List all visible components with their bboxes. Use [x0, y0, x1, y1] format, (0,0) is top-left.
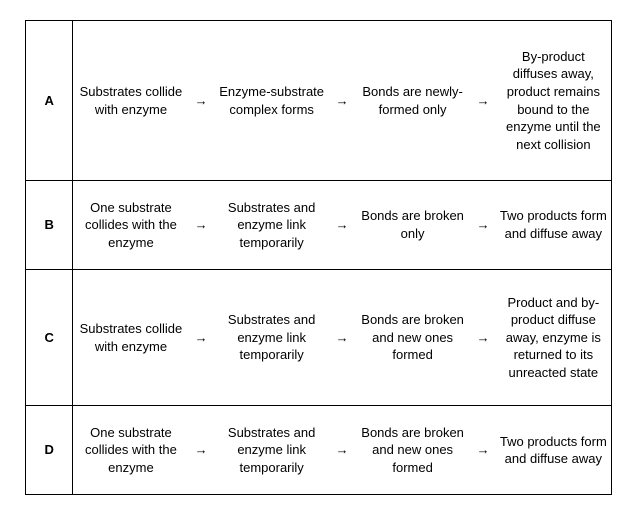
- step-cell: Substrates collide with enzyme: [73, 269, 189, 405]
- step-cell: Two products form and diffuse away: [496, 181, 612, 270]
- step-cell: By-product diffuses away, product remain…: [496, 21, 612, 181]
- row-label: D: [26, 406, 73, 495]
- enzyme-options-table: A Substrates collide with enzyme → Enzym…: [25, 20, 612, 495]
- arrow-icon: →: [470, 181, 495, 270]
- arrow-icon: →: [330, 181, 355, 270]
- row-label: C: [26, 269, 73, 405]
- table-row: C Substrates collide with enzyme → Subst…: [26, 269, 612, 405]
- step-cell: Substrates and enzyme link temporarily: [214, 406, 330, 495]
- step-cell: Bonds are broken and new ones formed: [355, 406, 471, 495]
- step-cell: Bonds are newly-formed only: [355, 21, 471, 181]
- step-cell: Bonds are broken and new ones formed: [355, 269, 471, 405]
- arrow-icon: →: [189, 406, 214, 495]
- table-row: A Substrates collide with enzyme → Enzym…: [26, 21, 612, 181]
- table-row: B One substrate collides with the enzyme…: [26, 181, 612, 270]
- arrow-icon: →: [330, 269, 355, 405]
- arrow-icon: →: [470, 21, 495, 181]
- step-cell: Substrates collide with enzyme: [73, 21, 189, 181]
- arrow-icon: →: [330, 406, 355, 495]
- step-cell: Product and by-product diffuse away, enz…: [496, 269, 612, 405]
- step-cell: One substrate collides with the enzyme: [73, 181, 189, 270]
- step-cell: Enzyme-substrate complex forms: [214, 21, 330, 181]
- step-cell: Two products form and diffuse away: [496, 406, 612, 495]
- arrow-icon: →: [470, 269, 495, 405]
- row-label: A: [26, 21, 73, 181]
- table-wrapper: A Substrates collide with enzyme → Enzym…: [0, 0, 637, 515]
- arrow-icon: →: [189, 181, 214, 270]
- arrow-icon: →: [189, 21, 214, 181]
- step-cell: One substrate collides with the enzyme: [73, 406, 189, 495]
- arrow-icon: →: [189, 269, 214, 405]
- table-row: D One substrate collides with the enzyme…: [26, 406, 612, 495]
- step-cell: Bonds are broken only: [355, 181, 471, 270]
- step-cell: Substrates and enzyme link temporarily: [214, 181, 330, 270]
- row-label: B: [26, 181, 73, 270]
- arrow-icon: →: [330, 21, 355, 181]
- step-cell: Substrates and enzyme link temporarily: [214, 269, 330, 405]
- arrow-icon: →: [470, 406, 495, 495]
